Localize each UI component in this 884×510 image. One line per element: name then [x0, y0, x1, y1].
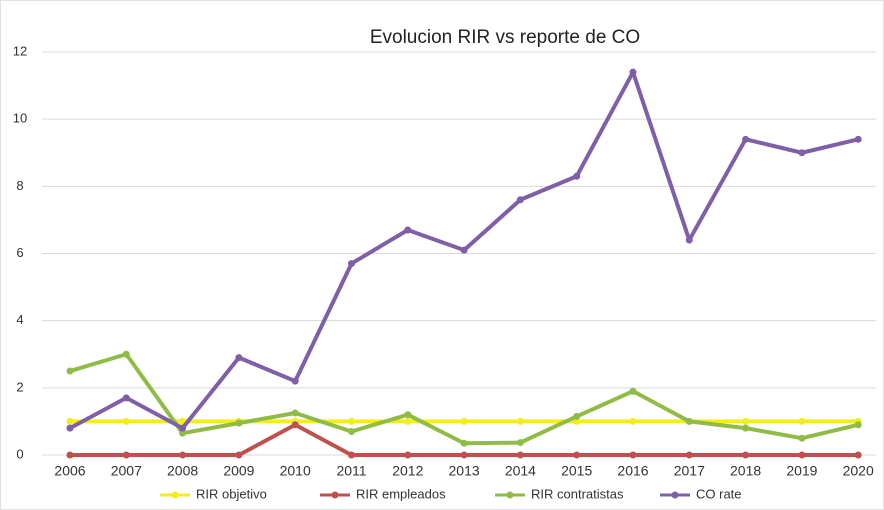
point: [573, 172, 581, 180]
point: [573, 451, 581, 459]
point: [854, 135, 862, 143]
point: [404, 451, 412, 459]
point: [66, 367, 74, 375]
point: [798, 451, 806, 459]
x-tick-label: 2016: [617, 463, 648, 479]
point: [235, 419, 243, 427]
legend-marker: [171, 491, 179, 499]
x-tick-label: 2006: [54, 463, 85, 479]
point: [122, 394, 130, 402]
point: [235, 354, 243, 362]
x-tick-label: 2007: [111, 463, 142, 479]
point: [685, 417, 693, 425]
y-tick-label: 0: [16, 446, 23, 461]
point: [742, 451, 750, 459]
point: [742, 424, 750, 432]
legend-marker: [331, 491, 339, 499]
x-tick-label: 2009: [223, 463, 254, 479]
point: [629, 387, 637, 395]
point: [460, 417, 468, 425]
y-tick-label: 8: [16, 178, 23, 193]
point: [516, 417, 524, 425]
point: [460, 439, 468, 447]
point: [122, 417, 130, 425]
point: [573, 417, 581, 425]
point: [348, 260, 355, 268]
legend-label: RIR objetivo: [196, 486, 267, 501]
point: [122, 451, 130, 459]
point: [460, 451, 468, 459]
legend-marker: [506, 491, 514, 499]
x-tick-label: 2015: [561, 463, 592, 479]
lines: [66, 68, 862, 459]
point: [685, 236, 693, 244]
point: [516, 196, 524, 204]
point: [798, 434, 806, 442]
y-tick-label: 2: [16, 379, 23, 394]
legend-label: RIR contratistas: [531, 486, 624, 501]
point: [348, 451, 355, 459]
x-tick-label: 2008: [167, 463, 198, 479]
point: [404, 417, 412, 425]
x-tick-label: 2013: [449, 463, 480, 479]
point: [291, 377, 299, 385]
point: [66, 451, 74, 459]
x-tick-label: 2017: [674, 463, 705, 479]
x-tick-label: 2014: [505, 463, 536, 479]
point: [179, 429, 187, 437]
point: [66, 424, 74, 432]
x-tick-label: 2018: [730, 463, 761, 479]
x-tick-label: 2020: [843, 463, 874, 479]
x-tick-label: 2019: [786, 463, 817, 479]
point: [291, 409, 299, 417]
point: [235, 451, 243, 459]
point: [122, 350, 130, 358]
y-tick-label: 6: [16, 245, 23, 260]
point: [179, 424, 187, 432]
point: [516, 451, 524, 459]
point: [291, 421, 299, 429]
point: [685, 451, 693, 459]
point: [348, 417, 355, 425]
point: [629, 68, 637, 76]
point: [629, 451, 637, 459]
point: [516, 439, 524, 447]
x-tick-label: 2011: [336, 463, 366, 479]
legend-marker: [671, 491, 679, 499]
point: [629, 417, 637, 425]
legend: RIR objetivo RIR empleados RIR contratista…: [160, 486, 742, 501]
point: [798, 149, 806, 157]
point: [460, 246, 468, 254]
point: [573, 412, 581, 420]
point: [348, 427, 355, 435]
point: [404, 411, 412, 419]
point: [404, 226, 412, 234]
x-tick-label: 2010: [280, 463, 311, 479]
point: [854, 451, 862, 459]
legend-label: CO rate: [696, 486, 742, 501]
point: [742, 135, 750, 143]
point: [798, 417, 806, 425]
y-tick-label: 10: [13, 111, 27, 126]
chart-title: Evolucion RIR vs reporte de CO: [370, 27, 640, 48]
y-tick-label: 12: [13, 43, 27, 58]
point: [854, 421, 862, 429]
point: [179, 451, 187, 459]
y-tick-label: 4: [16, 312, 23, 327]
point: [66, 417, 74, 425]
legend-label: RIR empleados: [356, 486, 446, 501]
point: [742, 417, 750, 425]
x-tick-label: 2012: [392, 463, 423, 479]
